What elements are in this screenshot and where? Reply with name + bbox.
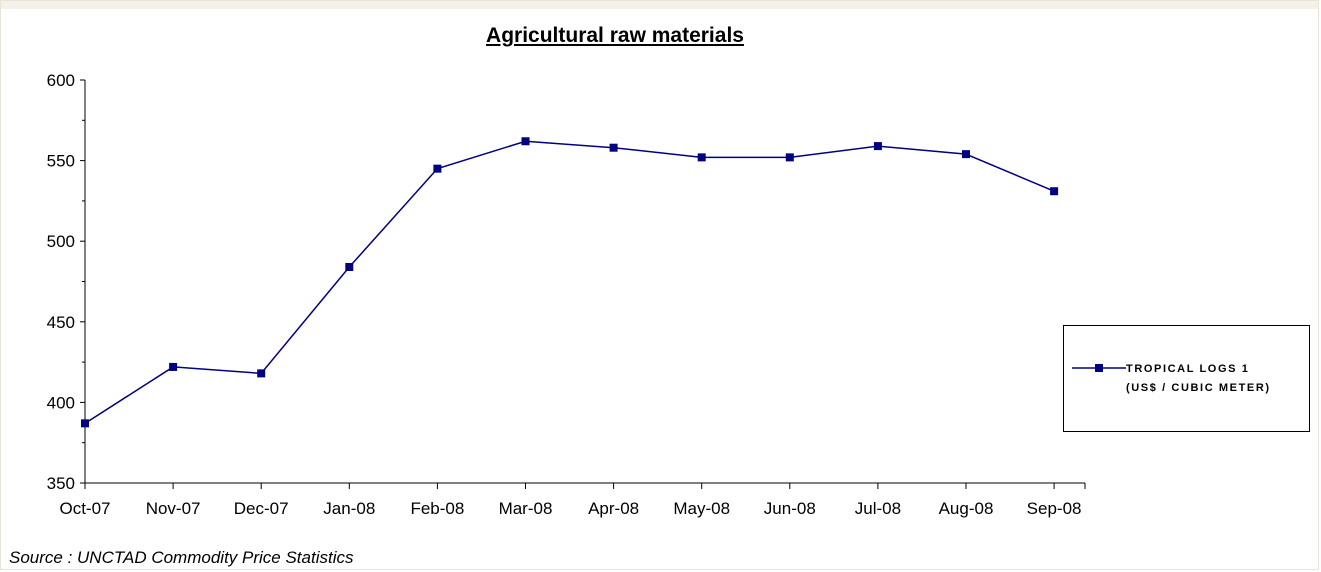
x-tick-label: Sep-08 <box>1027 499 1082 518</box>
y-tick-label: 350 <box>47 474 75 493</box>
data-point-marker <box>433 164 442 173</box>
source-note: Source : UNCTAD Commodity Price Statisti… <box>9 548 354 567</box>
legend: TROPICAL LOGS 1 (US$ / CUBIC METER) <box>1063 325 1310 432</box>
data-point-marker <box>81 419 89 428</box>
x-tick-label: Aug-08 <box>939 499 994 518</box>
data-point-marker <box>609 143 618 152</box>
x-tick-label: May-08 <box>673 499 730 518</box>
y-tick-label: 600 <box>47 71 75 90</box>
x-tick-label: Jan-08 <box>323 499 375 518</box>
legend-swatch-marker <box>1095 364 1103 372</box>
x-tick-label: Dec-07 <box>234 499 289 518</box>
series-line <box>84 140 1055 424</box>
data-point-marker <box>962 150 970 159</box>
chart-title: Agricultural raw materials <box>486 24 744 47</box>
data-point-marker <box>521 137 530 146</box>
data-point-marker <box>257 369 266 378</box>
y-tick-label: 450 <box>47 313 75 332</box>
data-point-marker <box>345 262 354 271</box>
x-tick-label: Feb-08 <box>410 499 464 518</box>
data-point-marker <box>697 153 706 162</box>
legend-label-line-1: TROPICAL LOGS 1 <box>1126 363 1250 375</box>
x-tick-label: Nov-07 <box>146 499 201 518</box>
x-tick-label: Jul-08 <box>855 499 901 518</box>
y-tick-label: 500 <box>47 232 75 251</box>
data-point-marker <box>169 362 178 371</box>
x-tick-label: Mar-08 <box>499 499 553 518</box>
data-point-marker <box>785 153 794 162</box>
x-tick-label: Jun-08 <box>764 499 816 518</box>
x-tick-label: Apr-08 <box>588 499 639 518</box>
legend-swatch <box>1072 364 1126 372</box>
data-point-marker <box>1050 187 1059 196</box>
data-point-marker <box>873 142 882 151</box>
legend-label: TROPICAL LOGS 1 (US$ / CUBIC METER) <box>1126 360 1271 398</box>
y-tick-label: 400 <box>47 393 75 412</box>
x-tick-label: Oct-07 <box>59 499 110 518</box>
legend-label-line-2: (US$ / CUBIC METER) <box>1126 382 1271 394</box>
y-tick-label: 550 <box>47 152 75 171</box>
